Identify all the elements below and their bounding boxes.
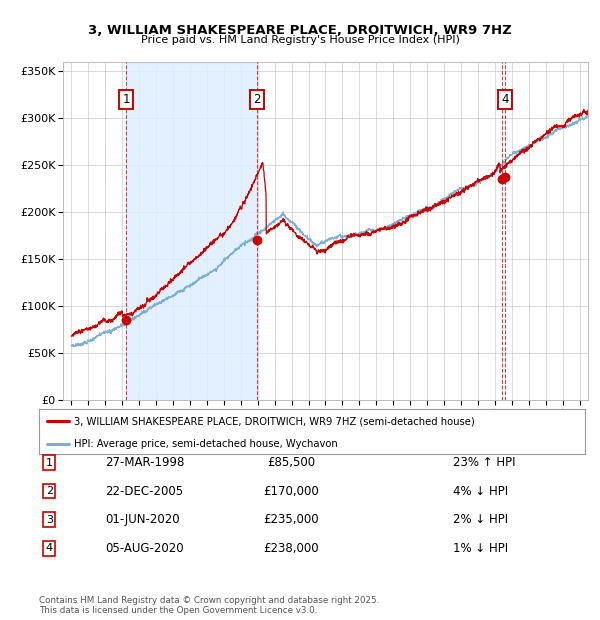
Text: £170,000: £170,000	[263, 485, 319, 497]
Text: 22-DEC-2005: 22-DEC-2005	[105, 485, 183, 497]
Text: 23% ↑ HPI: 23% ↑ HPI	[453, 456, 515, 469]
Text: 1: 1	[122, 93, 130, 106]
Text: Contains HM Land Registry data © Crown copyright and database right 2025.
This d: Contains HM Land Registry data © Crown c…	[39, 596, 379, 615]
Text: 4: 4	[501, 93, 509, 106]
Text: £235,000: £235,000	[263, 513, 319, 526]
Text: 01-JUN-2020: 01-JUN-2020	[105, 513, 179, 526]
Text: 2: 2	[253, 93, 261, 106]
Bar	[126, 62, 257, 400]
Text: Price paid vs. HM Land Registry's House Price Index (HPI): Price paid vs. HM Land Registry's House …	[140, 35, 460, 45]
Text: £238,000: £238,000	[263, 542, 319, 554]
Text: 3, WILLIAM SHAKESPEARE PLACE, DROITWICH, WR9 7HZ: 3, WILLIAM SHAKESPEARE PLACE, DROITWICH,…	[88, 24, 512, 37]
Text: 3: 3	[46, 515, 53, 525]
Text: 2: 2	[46, 486, 53, 496]
Text: 05-AUG-2020: 05-AUG-2020	[105, 542, 184, 554]
Text: HPI: Average price, semi-detached house, Wychavon: HPI: Average price, semi-detached house,…	[74, 439, 338, 449]
Text: 4% ↓ HPI: 4% ↓ HPI	[453, 485, 508, 497]
Text: 1% ↓ HPI: 1% ↓ HPI	[453, 542, 508, 554]
Text: 1: 1	[46, 458, 53, 467]
Text: 3, WILLIAM SHAKESPEARE PLACE, DROITWICH, WR9 7HZ (semi-detached house): 3, WILLIAM SHAKESPEARE PLACE, DROITWICH,…	[74, 416, 475, 427]
Text: 4: 4	[46, 543, 53, 553]
Text: 2% ↓ HPI: 2% ↓ HPI	[453, 513, 508, 526]
Text: 27-MAR-1998: 27-MAR-1998	[105, 456, 184, 469]
Text: £85,500: £85,500	[267, 456, 315, 469]
